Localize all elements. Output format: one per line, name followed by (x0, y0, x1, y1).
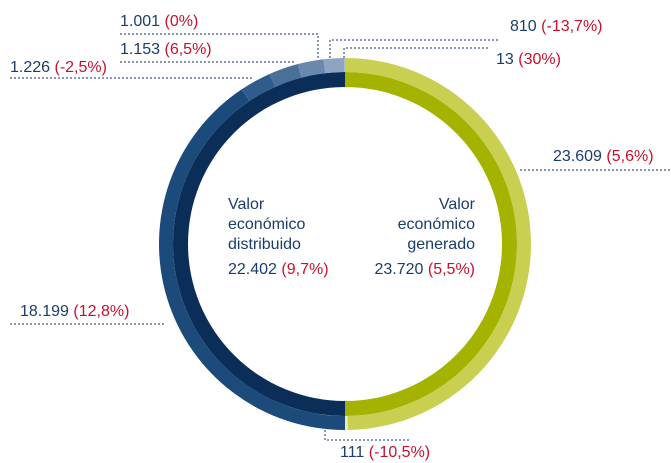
leader-line (329, 39, 500, 58)
total-change: (9,7%) (281, 261, 328, 278)
segment-label: 1.153 (6,5%) (120, 41, 212, 58)
group-caption: generado (407, 236, 475, 253)
segment-change: (-2,5%) (55, 59, 107, 76)
segment-change: (-13,7%) (541, 18, 602, 35)
segment-change: (-10,5%) (369, 444, 430, 461)
segment-value: 1.001 (120, 13, 160, 30)
segment (345, 415, 348, 430)
segment (297, 59, 326, 78)
segment-value: 13 (496, 51, 514, 68)
group-caption: distribuido (228, 236, 301, 253)
segment-label: 18.199 (12,8%) (20, 303, 129, 320)
segment-change: (30%) (518, 51, 561, 68)
segment-label: 810 (-13,7%) (510, 18, 603, 35)
group-total: 23.720 (5,5%) (374, 261, 475, 278)
segment-value: 810 (510, 18, 537, 35)
leader-line (120, 33, 319, 58)
segment-value: 1.226 (10, 59, 50, 76)
group-caption: económico (398, 216, 475, 233)
total-change: (5,5%) (428, 261, 475, 278)
segment-change: (0%) (165, 13, 199, 30)
total-value: 23.720 (374, 261, 423, 278)
segment-change: (6,5%) (165, 41, 212, 58)
leader-line (343, 47, 488, 58)
segment-value: 1.153 (120, 41, 160, 58)
segment (241, 73, 276, 102)
segment-label: 111 (-10,5%) (340, 444, 430, 461)
group-caption: económico (228, 216, 305, 233)
leader-line (324, 418, 410, 441)
segment-change: (5,6%) (606, 148, 653, 165)
group-total: 22.402 (9,7%) (228, 261, 329, 278)
segment (159, 89, 345, 430)
segment-change: (12,8%) (73, 303, 129, 320)
segment-label: 1.226 (-2,5%) (10, 59, 107, 76)
segment-label: 1.001 (0%) (120, 13, 198, 30)
segment-value: 18.199 (20, 303, 69, 320)
segment-value: 111 (340, 444, 364, 461)
segment (323, 58, 345, 74)
group-caption: Valor (228, 196, 265, 213)
group-caption: Valor (439, 196, 476, 213)
segment-value: 23.609 (553, 148, 602, 165)
segment (269, 64, 302, 87)
segment-label: 13 (30%) (496, 51, 561, 68)
segment-label: 23.609 (5,6%) (553, 148, 654, 165)
total-value: 22.402 (228, 261, 277, 278)
